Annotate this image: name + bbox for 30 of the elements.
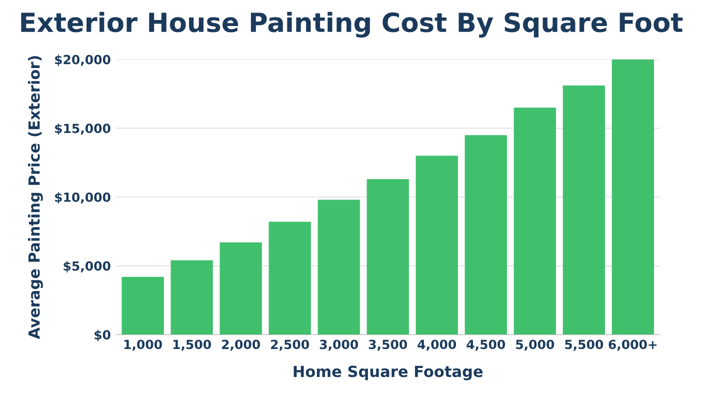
- x-tick-label: 5,500: [565, 340, 604, 351]
- y-tick-label: $10,000: [55, 192, 110, 204]
- x-tick-label: 4,000: [418, 340, 456, 351]
- bar: [220, 242, 262, 335]
- y-tick-label: $15,000: [55, 123, 110, 135]
- x-tick-label: 1,000: [124, 340, 162, 351]
- y-tick-label: $0: [94, 330, 110, 342]
- x-tick-label: 2,000: [222, 340, 260, 351]
- x-tick-label: 5,000: [516, 340, 554, 351]
- x-tick-label: 3,500: [368, 340, 408, 351]
- x-tick-label: 1,500: [173, 340, 211, 351]
- bar: [562, 86, 605, 335]
- x-tick-label: 6,000+: [608, 340, 657, 351]
- bar: [268, 222, 311, 335]
- x-axis-title: Home Square Footage: [294, 366, 483, 380]
- chart-title: Exterior House Painting Cost By Square Foot: [21, 12, 683, 38]
- bar: [170, 260, 213, 335]
- y-axis-title: Average Painting Price (Exterior): [28, 56, 43, 340]
- y-tick-label: $20,000: [55, 54, 110, 66]
- x-tick-label: 4,500: [466, 340, 506, 351]
- bar: [318, 200, 360, 335]
- x-tick-label: 2,500: [271, 340, 309, 351]
- bar: [464, 135, 507, 335]
- x-tick-label: 3,000: [320, 340, 358, 351]
- bar: [366, 179, 409, 335]
- bar: [612, 59, 654, 335]
- y-tick-label: $5,000: [64, 261, 110, 272]
- bar: [514, 108, 556, 335]
- bar: [416, 156, 458, 335]
- bar: [122, 276, 164, 335]
